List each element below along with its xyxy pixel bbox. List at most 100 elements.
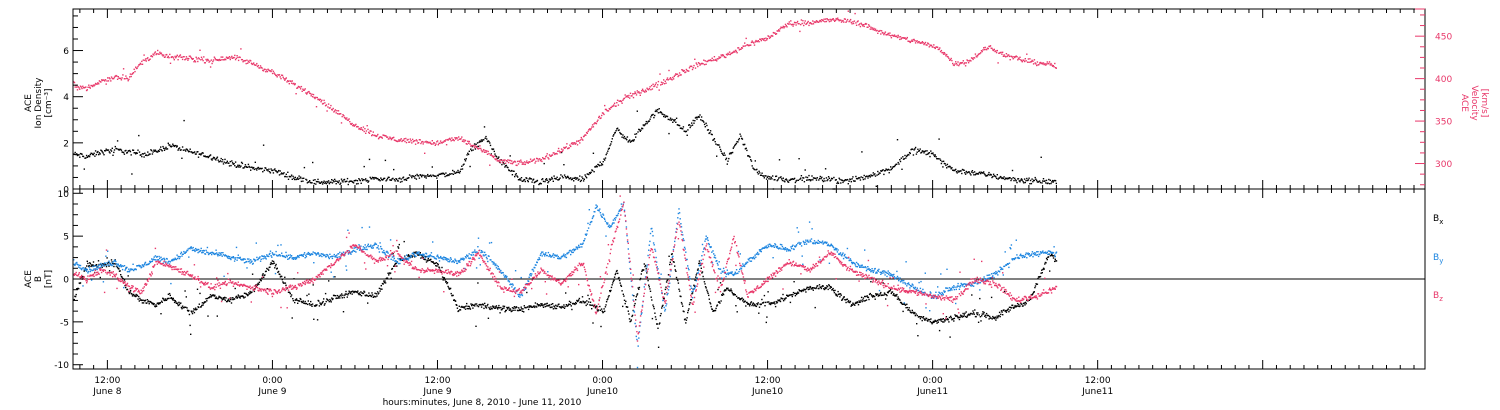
bx-point <box>767 291 769 293</box>
velocity-point <box>519 161 521 163</box>
density-point <box>799 178 801 180</box>
density-point <box>669 117 672 119</box>
bx-point <box>194 307 197 309</box>
density-point <box>710 133 713 135</box>
bx-point <box>982 313 985 315</box>
velocity-point <box>480 149 483 151</box>
bx-point <box>243 297 245 299</box>
density-point <box>897 161 899 164</box>
bx-point <box>766 301 769 303</box>
bx-point <box>139 297 141 300</box>
bx-point <box>415 251 417 253</box>
bx-point <box>105 263 107 266</box>
bx-point <box>687 311 689 314</box>
bx-point <box>591 308 593 310</box>
bx-point <box>828 284 830 286</box>
velocity-point <box>113 77 115 80</box>
bx-point <box>617 277 620 280</box>
by-point <box>219 252 222 254</box>
velocity-point <box>396 140 398 142</box>
by-point <box>148 262 150 265</box>
velocity-point <box>407 138 409 141</box>
velocity-point <box>946 53 948 56</box>
density-point <box>231 160 233 162</box>
velocity-point <box>1005 56 1007 58</box>
velocity-point <box>357 126 359 128</box>
bx-point <box>390 277 392 280</box>
by-point <box>202 251 204 254</box>
density-point <box>250 169 252 171</box>
bx-point <box>987 314 990 317</box>
bx-point <box>587 294 589 297</box>
bx-point <box>792 293 794 296</box>
density-point <box>1016 181 1018 184</box>
velocity-point <box>125 75 127 77</box>
by-point <box>155 256 158 258</box>
bx-point <box>871 295 873 297</box>
density-point <box>517 179 520 181</box>
by-point <box>243 258 245 260</box>
velocity-point <box>859 23 861 25</box>
bx-point <box>492 306 494 309</box>
density-point <box>306 179 308 181</box>
velocity-point <box>462 139 464 141</box>
bx-point <box>648 286 650 288</box>
density-point <box>162 145 164 148</box>
density-point <box>268 171 271 173</box>
bx-point <box>324 303 326 305</box>
bx-point <box>649 288 651 290</box>
velocity-point <box>984 46 986 49</box>
velocity-point <box>977 54 979 57</box>
by-point <box>93 268 95 270</box>
density-point <box>607 150 609 152</box>
density-point <box>292 175 294 178</box>
bx-point <box>527 306 529 308</box>
velocity-point <box>1038 63 1040 66</box>
velocity-point <box>839 19 841 21</box>
bx-point <box>131 295 134 297</box>
density-point <box>442 172 445 175</box>
bx-points <box>73 240 1058 348</box>
velocity-point <box>659 73 661 75</box>
velocity-point <box>853 20 856 22</box>
velocity-point <box>90 84 92 87</box>
bx-point <box>539 304 541 306</box>
velocity-point <box>897 34 899 37</box>
velocity-point <box>933 46 936 49</box>
density-point <box>318 181 320 183</box>
velocity-point <box>941 52 943 54</box>
density-point <box>529 177 531 179</box>
velocity-point <box>504 159 506 161</box>
bx-point <box>675 270 677 272</box>
velocity-point <box>306 92 309 94</box>
bx-point <box>675 276 678 279</box>
bx-point <box>90 264 93 266</box>
density-point <box>399 181 402 183</box>
bx-point <box>797 291 799 293</box>
density-point <box>346 180 348 182</box>
velocity-point <box>252 63 254 65</box>
velocity-point <box>1053 66 1055 68</box>
velocity-point <box>132 72 135 74</box>
bx-point <box>893 293 895 295</box>
by-point <box>127 270 129 273</box>
bx-point <box>779 299 781 301</box>
velocity-point <box>716 60 718 62</box>
density-point <box>498 161 501 163</box>
density-point <box>574 176 576 179</box>
bx-point <box>867 296 870 299</box>
bx-point <box>487 317 490 319</box>
density-point <box>956 172 958 174</box>
velocity-point <box>366 125 368 127</box>
bx-point <box>221 299 223 301</box>
density-point <box>177 149 179 151</box>
density-point <box>269 172 272 174</box>
bx-point <box>896 298 899 300</box>
density-point <box>551 176 553 179</box>
density-point <box>772 175 774 177</box>
density-point <box>151 153 154 155</box>
velocity-point <box>299 88 302 90</box>
bx-point <box>685 322 687 324</box>
density-point <box>686 134 688 136</box>
velocity-point <box>976 56 978 58</box>
